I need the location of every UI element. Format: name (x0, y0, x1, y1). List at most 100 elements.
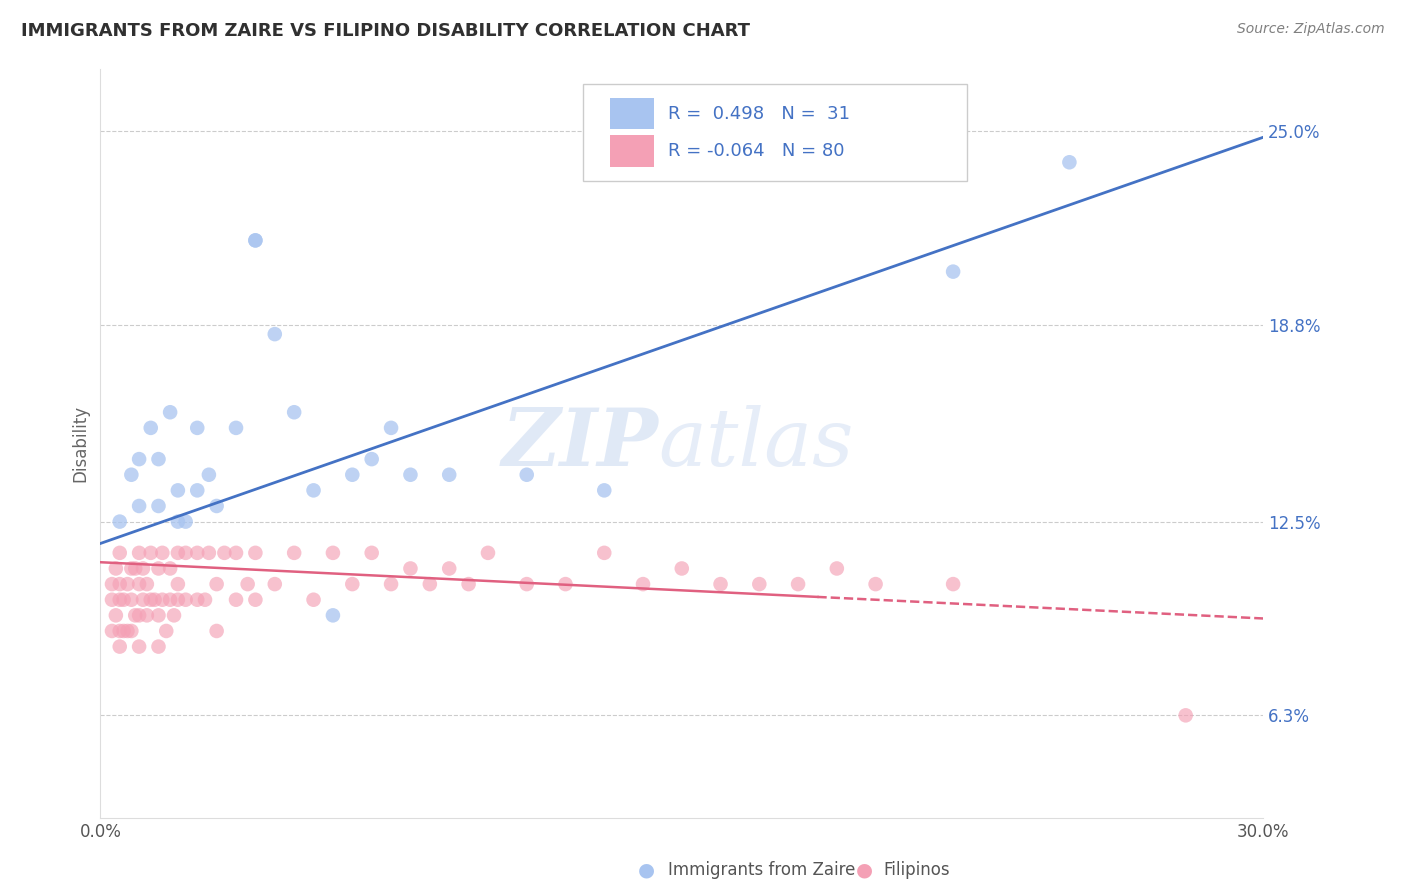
Point (124, 608, 146, 623)
Point (322, 608, 344, 623)
Point (120, 561, 142, 575)
Text: R =  0.498   N =  31: R = 0.498 N = 31 (668, 104, 849, 122)
Point (205, 499, 228, 513)
Point (245, 233, 267, 247)
Point (139, 421, 162, 435)
Point (186, 421, 208, 435)
Point (225, 546, 247, 560)
Y-axis label: Disability: Disability (72, 405, 89, 482)
Point (865, 577, 887, 591)
Point (148, 452, 170, 467)
Point (108, 624, 131, 638)
Point (120, 592, 142, 607)
Point (139, 592, 162, 607)
Point (360, 452, 382, 467)
Point (236, 577, 259, 591)
Point (155, 624, 177, 638)
Bar (610, 136, 654, 167)
Point (380, 577, 402, 591)
Point (128, 640, 150, 654)
Point (748, 577, 770, 591)
Point (150, 592, 173, 607)
Point (709, 577, 731, 591)
Text: IMMIGRANTS FROM ZAIRE VS FILIPINO DISABILITY CORRELATION CHART: IMMIGRANTS FROM ZAIRE VS FILIPINO DISABI… (21, 22, 749, 40)
Point (128, 546, 150, 560)
Point (342, 577, 364, 591)
Text: ●: ● (856, 860, 873, 880)
Point (225, 421, 247, 435)
Point (174, 515, 197, 529)
Point (245, 592, 267, 607)
Point (139, 546, 162, 560)
Point (1174, 708, 1197, 723)
Point (112, 592, 135, 607)
Point (148, 640, 170, 654)
Point (135, 577, 157, 591)
Point (101, 577, 124, 591)
Point (214, 546, 236, 560)
Point (120, 467, 142, 482)
Point (120, 624, 142, 638)
Point (263, 327, 285, 342)
Point (159, 561, 181, 575)
Point (593, 546, 616, 560)
Point (117, 577, 139, 591)
Point (399, 561, 422, 575)
Bar (610, 98, 654, 129)
Point (159, 592, 181, 607)
Point (225, 592, 247, 607)
Point (516, 467, 538, 482)
Point (631, 577, 654, 591)
Point (108, 515, 131, 529)
Point (205, 624, 228, 638)
Point (457, 577, 479, 591)
Point (148, 561, 170, 575)
Point (128, 608, 150, 623)
Point (124, 561, 146, 575)
Point (167, 483, 190, 498)
Point (671, 561, 693, 575)
Point (104, 561, 127, 575)
Point (380, 421, 402, 435)
Point (302, 483, 325, 498)
Point (174, 546, 197, 560)
Point (302, 592, 325, 607)
Point (194, 592, 217, 607)
Point (159, 405, 181, 419)
Text: atlas: atlas (658, 405, 853, 483)
Point (112, 624, 135, 638)
Text: Filipinos: Filipinos (883, 861, 949, 879)
Point (198, 467, 221, 482)
Point (167, 577, 190, 591)
Point (593, 483, 616, 498)
Point (437, 561, 460, 575)
Point (108, 592, 131, 607)
Point (148, 499, 170, 513)
Point (163, 608, 186, 623)
Point (117, 624, 139, 638)
Point (787, 577, 810, 591)
Point (101, 624, 124, 638)
Point (108, 640, 131, 654)
Point (283, 405, 305, 419)
Point (825, 561, 848, 575)
Point (245, 233, 267, 247)
Point (263, 577, 285, 591)
Point (148, 608, 170, 623)
Point (128, 577, 150, 591)
Point (108, 546, 131, 560)
Text: Immigrants from Zaire: Immigrants from Zaire (668, 861, 855, 879)
Point (128, 499, 150, 513)
Point (283, 546, 305, 560)
Point (554, 577, 576, 591)
Point (108, 577, 131, 591)
Point (101, 592, 124, 607)
Point (143, 592, 166, 607)
Point (477, 546, 499, 560)
Point (128, 452, 150, 467)
Text: Source: ZipAtlas.com: Source: ZipAtlas.com (1237, 22, 1385, 37)
Point (942, 577, 965, 591)
Point (132, 561, 155, 575)
Point (167, 546, 190, 560)
Text: ●: ● (638, 860, 655, 880)
